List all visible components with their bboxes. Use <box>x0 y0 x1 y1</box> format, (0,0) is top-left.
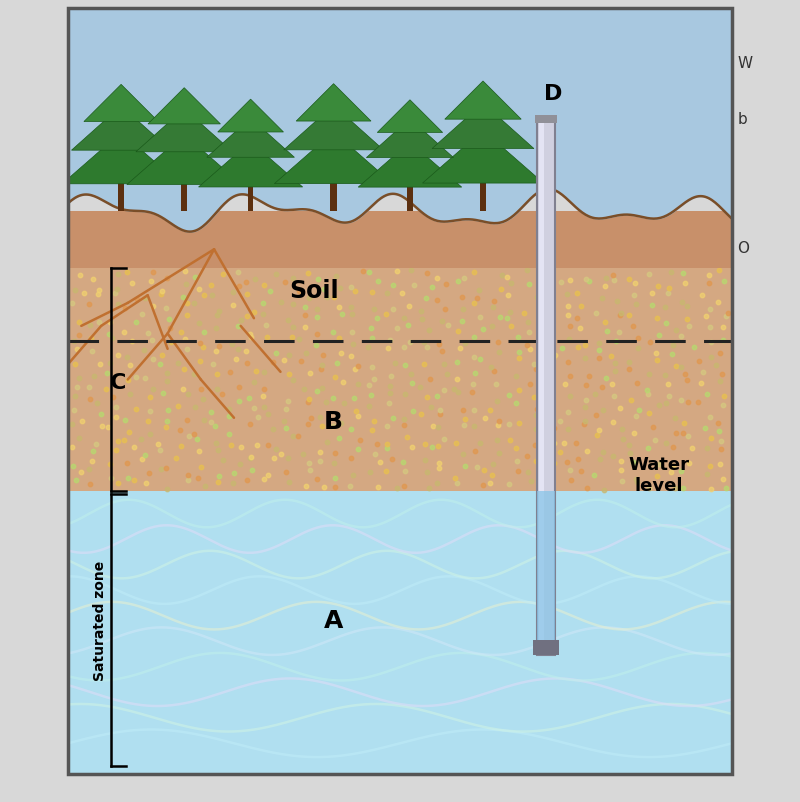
Polygon shape <box>432 103 534 148</box>
Polygon shape <box>84 84 158 122</box>
Text: W: W <box>738 56 753 71</box>
Bar <box>68 269 732 491</box>
Text: O: O <box>738 241 750 256</box>
Polygon shape <box>296 83 371 121</box>
Text: D: D <box>543 83 562 103</box>
Polygon shape <box>206 118 294 157</box>
Polygon shape <box>62 132 180 184</box>
Polygon shape <box>127 135 242 184</box>
Text: A: A <box>324 609 343 633</box>
Text: B: B <box>324 410 343 434</box>
Polygon shape <box>366 119 454 157</box>
Bar <box>537 119 555 655</box>
Polygon shape <box>445 81 522 119</box>
Bar <box>534 640 558 655</box>
Text: C: C <box>110 373 126 393</box>
Polygon shape <box>284 105 383 150</box>
Bar <box>118 181 124 211</box>
Bar <box>538 123 544 651</box>
Text: Saturated zone: Saturated zone <box>93 561 107 681</box>
Bar <box>181 182 187 211</box>
Polygon shape <box>198 141 302 187</box>
Bar <box>68 211 732 269</box>
Polygon shape <box>422 130 543 183</box>
Text: Soil: Soil <box>289 279 338 303</box>
Bar <box>68 491 732 774</box>
Bar <box>330 180 337 211</box>
Polygon shape <box>148 87 221 124</box>
Polygon shape <box>378 99 442 132</box>
Polygon shape <box>358 142 462 187</box>
Polygon shape <box>274 132 393 184</box>
Bar <box>480 180 486 211</box>
Text: Water
level: Water level <box>629 456 690 495</box>
Polygon shape <box>71 106 170 150</box>
Bar <box>534 115 558 123</box>
Polygon shape <box>136 108 233 152</box>
Bar <box>537 491 555 655</box>
Polygon shape <box>218 99 283 132</box>
Bar <box>407 184 413 211</box>
Text: b: b <box>738 112 747 128</box>
Bar <box>248 184 254 211</box>
